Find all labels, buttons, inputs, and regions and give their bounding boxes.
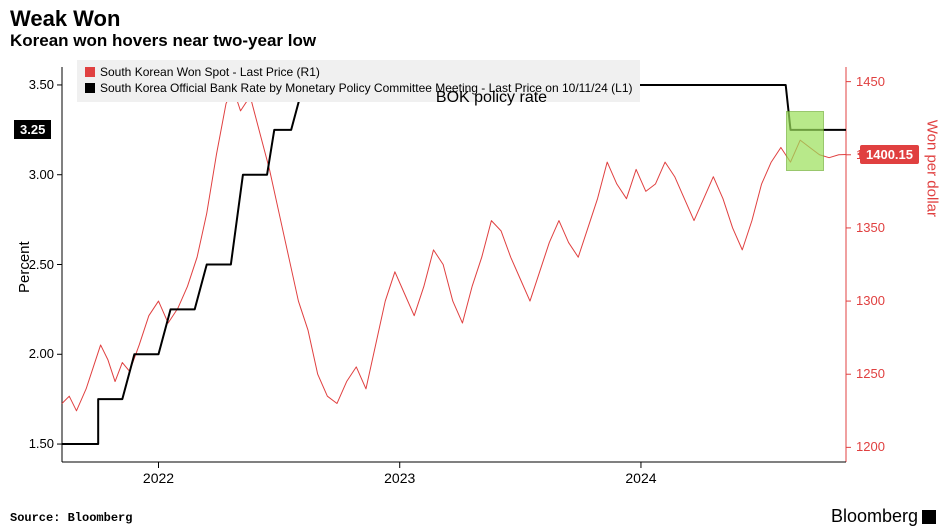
y-right-tick: 1300: [856, 293, 885, 308]
x-tick: 2022: [143, 470, 174, 486]
left-value-badge: 3.25: [14, 120, 51, 139]
chart-plot-area: 1.502.002.503.003.5012001250130013501400…: [0, 55, 948, 505]
y-right-tick: 1350: [856, 220, 885, 235]
y-right-axis-label: Won per dollar: [923, 119, 940, 216]
y-left-axis-label: Percent: [16, 241, 33, 293]
y-left-tick: 3.50: [14, 77, 54, 92]
y-right-tick: 1250: [856, 366, 885, 381]
chart-title: Weak Won: [10, 6, 120, 32]
brand-square-icon: [922, 510, 936, 524]
brand-logo: Bloomberg: [831, 506, 936, 527]
brand-text: Bloomberg: [831, 506, 918, 526]
y-right-tick: 1200: [856, 439, 885, 454]
legend-label: South Korea Official Bank Rate by Moneta…: [100, 81, 632, 95]
right-value-badge: 1400.15: [860, 145, 919, 164]
won-series-line: [62, 89, 846, 411]
legend-swatch-icon: [85, 83, 95, 93]
annotation-label: BOK policy rate: [436, 89, 547, 107]
legend-item: South Korean Won Spot - Last Price (R1): [85, 64, 632, 80]
y-left-tick: 2.00: [14, 346, 54, 361]
y-left-tick: 3.00: [14, 167, 54, 182]
chart-legend: South Korean Won Spot - Last Price (R1) S…: [77, 60, 640, 102]
rate-series-line: [62, 85, 846, 444]
legend-item: South Korea Official Bank Rate by Moneta…: [85, 80, 632, 96]
legend-swatch-icon: [85, 67, 95, 77]
chart-source: Source: Bloomberg: [10, 511, 132, 525]
legend-label: South Korean Won Spot - Last Price (R1): [100, 65, 320, 79]
y-right-tick: 1450: [856, 74, 885, 89]
highlight-region: [786, 111, 824, 172]
y-left-tick: 1.50: [14, 436, 54, 451]
x-tick: 2023: [384, 470, 415, 486]
chart-container: Weak Won Korean won hovers near two-year…: [0, 0, 948, 531]
chart-subtitle: Korean won hovers near two-year low: [10, 31, 316, 51]
x-tick: 2024: [625, 470, 656, 486]
